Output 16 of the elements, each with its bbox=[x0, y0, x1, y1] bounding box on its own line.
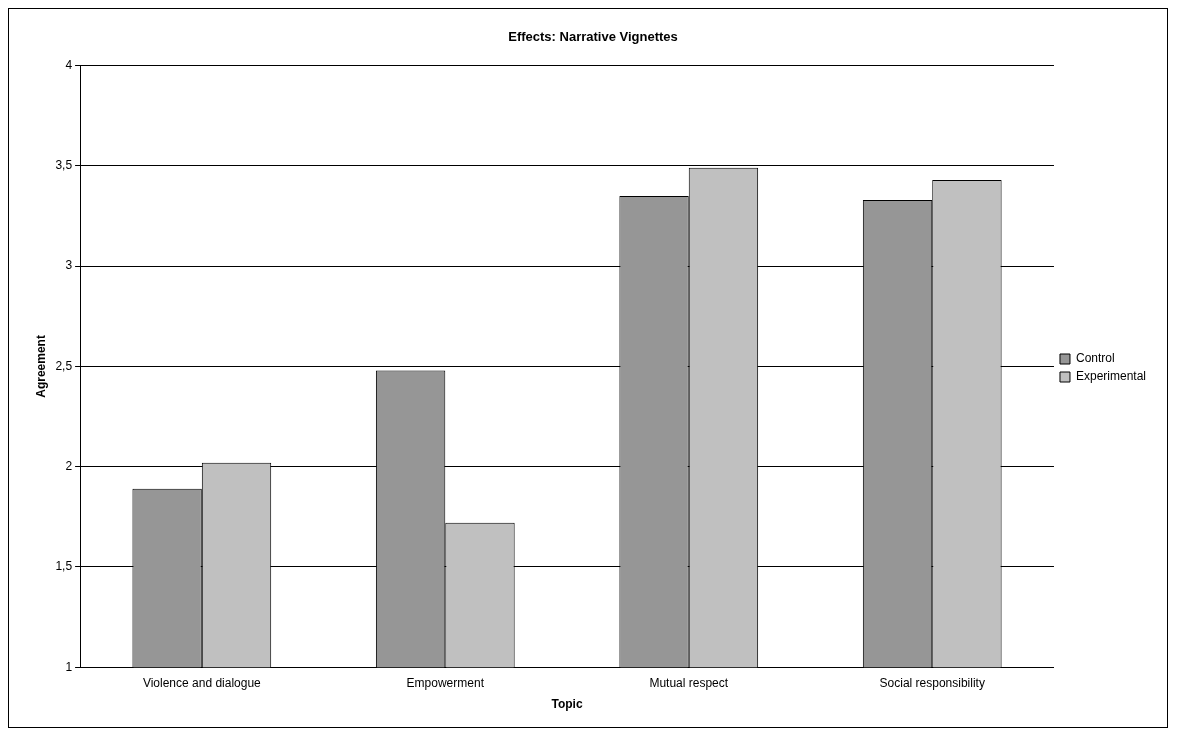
y-tick-label: 2 bbox=[65, 458, 73, 473]
legend-label: Experimental bbox=[1075, 369, 1146, 384]
legend-label: Control bbox=[1075, 351, 1115, 366]
y-tick-label: 1,5 bbox=[55, 559, 73, 574]
y-tick-label: 3,5 bbox=[55, 158, 73, 173]
y-tick-label: 3 bbox=[65, 258, 73, 273]
x-tick-label: Empowerment bbox=[406, 675, 485, 690]
x-axis-title: Topic bbox=[551, 697, 583, 712]
y-tick-label: 2,5 bbox=[55, 358, 73, 373]
y-tick-label: 4 bbox=[65, 57, 73, 72]
y-tick-label: 1 bbox=[65, 659, 73, 674]
y-axis-title: Agreement bbox=[33, 335, 48, 398]
x-tick-label: Violence and dialogue bbox=[142, 675, 262, 690]
x-tick-label: Mutual respect bbox=[649, 675, 729, 690]
x-tick-label: Social responsibility bbox=[879, 675, 985, 690]
chart-title: Effects: Narrative Vignettes bbox=[508, 29, 678, 45]
